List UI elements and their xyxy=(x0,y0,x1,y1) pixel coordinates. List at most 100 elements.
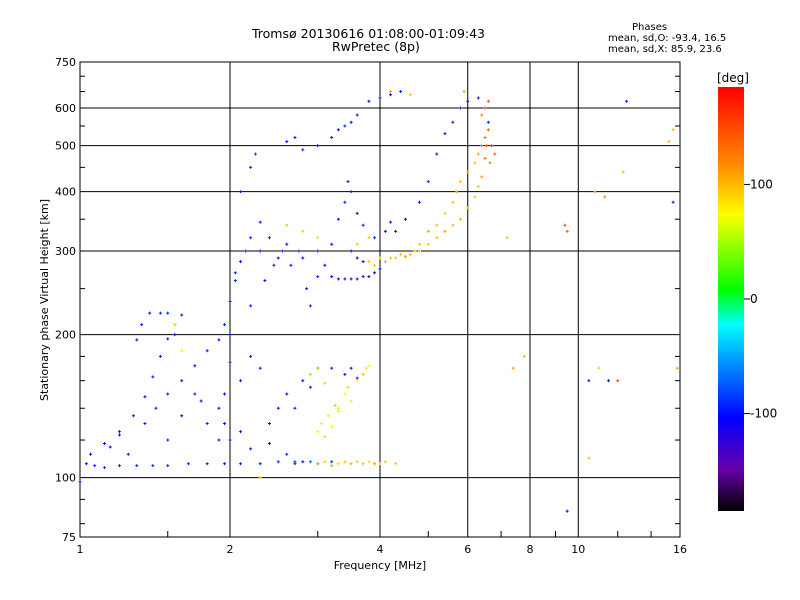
data-point-v xyxy=(334,403,336,407)
data-point-v xyxy=(418,242,420,246)
data-point-v xyxy=(463,90,465,94)
data-point-v xyxy=(362,462,364,466)
data-point-v xyxy=(489,161,491,165)
data-point-v xyxy=(350,249,352,253)
data-point-v xyxy=(356,113,358,117)
data-point-v xyxy=(286,223,288,227)
data-point-v xyxy=(487,128,489,132)
data-point-v xyxy=(344,392,346,396)
data-point-v xyxy=(294,406,296,410)
data-point-v xyxy=(286,140,288,144)
data-point-v xyxy=(331,464,333,468)
data-point-v xyxy=(200,399,202,403)
data-point-v xyxy=(484,156,486,160)
data-point-v xyxy=(240,430,242,434)
data-point-v xyxy=(344,200,346,204)
data-point-v xyxy=(390,220,392,224)
data-point-v xyxy=(477,152,479,156)
phase-x-label: mean, sd,X: xyxy=(608,44,668,55)
data-point-v xyxy=(487,120,489,124)
data-point-v xyxy=(229,299,231,303)
data-point-v xyxy=(282,249,284,253)
data-point-v xyxy=(118,433,120,437)
data-point-v xyxy=(224,422,226,426)
data-point-v xyxy=(320,422,322,426)
data-point-v xyxy=(444,132,446,136)
phase-x-values: 85.9, 23.6 xyxy=(670,44,722,55)
data-point-v xyxy=(672,200,674,204)
data-point-v xyxy=(356,379,358,383)
colorbar-ticks: 100 0 -100 xyxy=(744,177,777,421)
data-point-v xyxy=(136,464,138,468)
series-x-mode xyxy=(173,90,679,480)
x-tick-label: 1 xyxy=(77,543,84,556)
data-point-v xyxy=(294,460,296,464)
data-point-v xyxy=(167,464,169,468)
y-tick-label: 300 xyxy=(55,245,76,258)
data-point-v xyxy=(277,460,279,464)
data-point-v xyxy=(337,462,339,466)
data-point-v xyxy=(174,333,176,337)
data-point-v xyxy=(356,256,358,260)
data-point-v xyxy=(494,152,496,156)
y-tick-label: 200 xyxy=(55,329,76,342)
data-point-v xyxy=(362,260,364,264)
data-point-v xyxy=(273,263,275,267)
data-point-v xyxy=(118,430,120,434)
data-point-v xyxy=(390,90,392,94)
data-point-v xyxy=(302,460,304,464)
data-point-v xyxy=(676,366,678,370)
data-point-v xyxy=(317,275,319,279)
data-point-v xyxy=(85,462,87,466)
data-point-v xyxy=(400,90,402,94)
data-point-v xyxy=(668,140,670,144)
data-point-v xyxy=(350,120,352,124)
data-point-v xyxy=(626,99,628,103)
data-point-v xyxy=(181,379,183,383)
data-point-v xyxy=(524,354,526,358)
data-point-v xyxy=(218,338,220,342)
data-point-v xyxy=(368,236,370,240)
data-point-v xyxy=(240,462,242,466)
data-point-v xyxy=(277,406,279,410)
data-point-v xyxy=(467,206,469,210)
data-point-v xyxy=(362,223,364,227)
data-point-v xyxy=(94,464,96,468)
data-point-v xyxy=(588,379,590,383)
data-point-v xyxy=(459,217,461,221)
data-point-v xyxy=(564,223,566,227)
data-point-v xyxy=(277,256,279,260)
x-tick-label: 16 xyxy=(673,543,687,556)
data-point-v xyxy=(234,279,236,283)
data-point-v xyxy=(331,366,333,370)
tick-labels: 1 2 4 6 8 10 16 75 100 200 300 400 500 600 750 xyxy=(55,56,687,556)
data-point-v xyxy=(250,354,252,358)
data-point-v xyxy=(452,120,454,124)
data-point-v xyxy=(344,460,346,464)
data-point-v xyxy=(337,406,339,410)
data-point-v xyxy=(331,242,333,246)
data-point-v xyxy=(404,217,406,221)
data-point-v xyxy=(250,236,252,240)
data-point-v xyxy=(264,279,266,283)
data-point-v xyxy=(159,354,161,358)
data-point-v xyxy=(374,236,376,240)
data-point-v xyxy=(452,223,454,227)
data-point-v xyxy=(302,256,304,260)
data-point-v xyxy=(374,271,376,275)
data-point-v xyxy=(302,379,304,383)
data-point-v xyxy=(418,200,420,204)
data-point-v xyxy=(104,466,106,470)
data-point-v xyxy=(167,392,169,396)
data-point-v xyxy=(566,229,568,233)
data-point-v xyxy=(347,180,349,184)
data-point-v xyxy=(395,462,397,466)
data-point-v xyxy=(477,185,479,189)
data-point-v xyxy=(206,462,208,466)
data-point-v xyxy=(224,462,226,466)
data-point-v xyxy=(286,242,288,246)
data-point-v xyxy=(418,249,420,253)
y-axis-label: Stationary phase Virtual Height [km] xyxy=(38,199,51,401)
data-point-v xyxy=(344,372,346,376)
